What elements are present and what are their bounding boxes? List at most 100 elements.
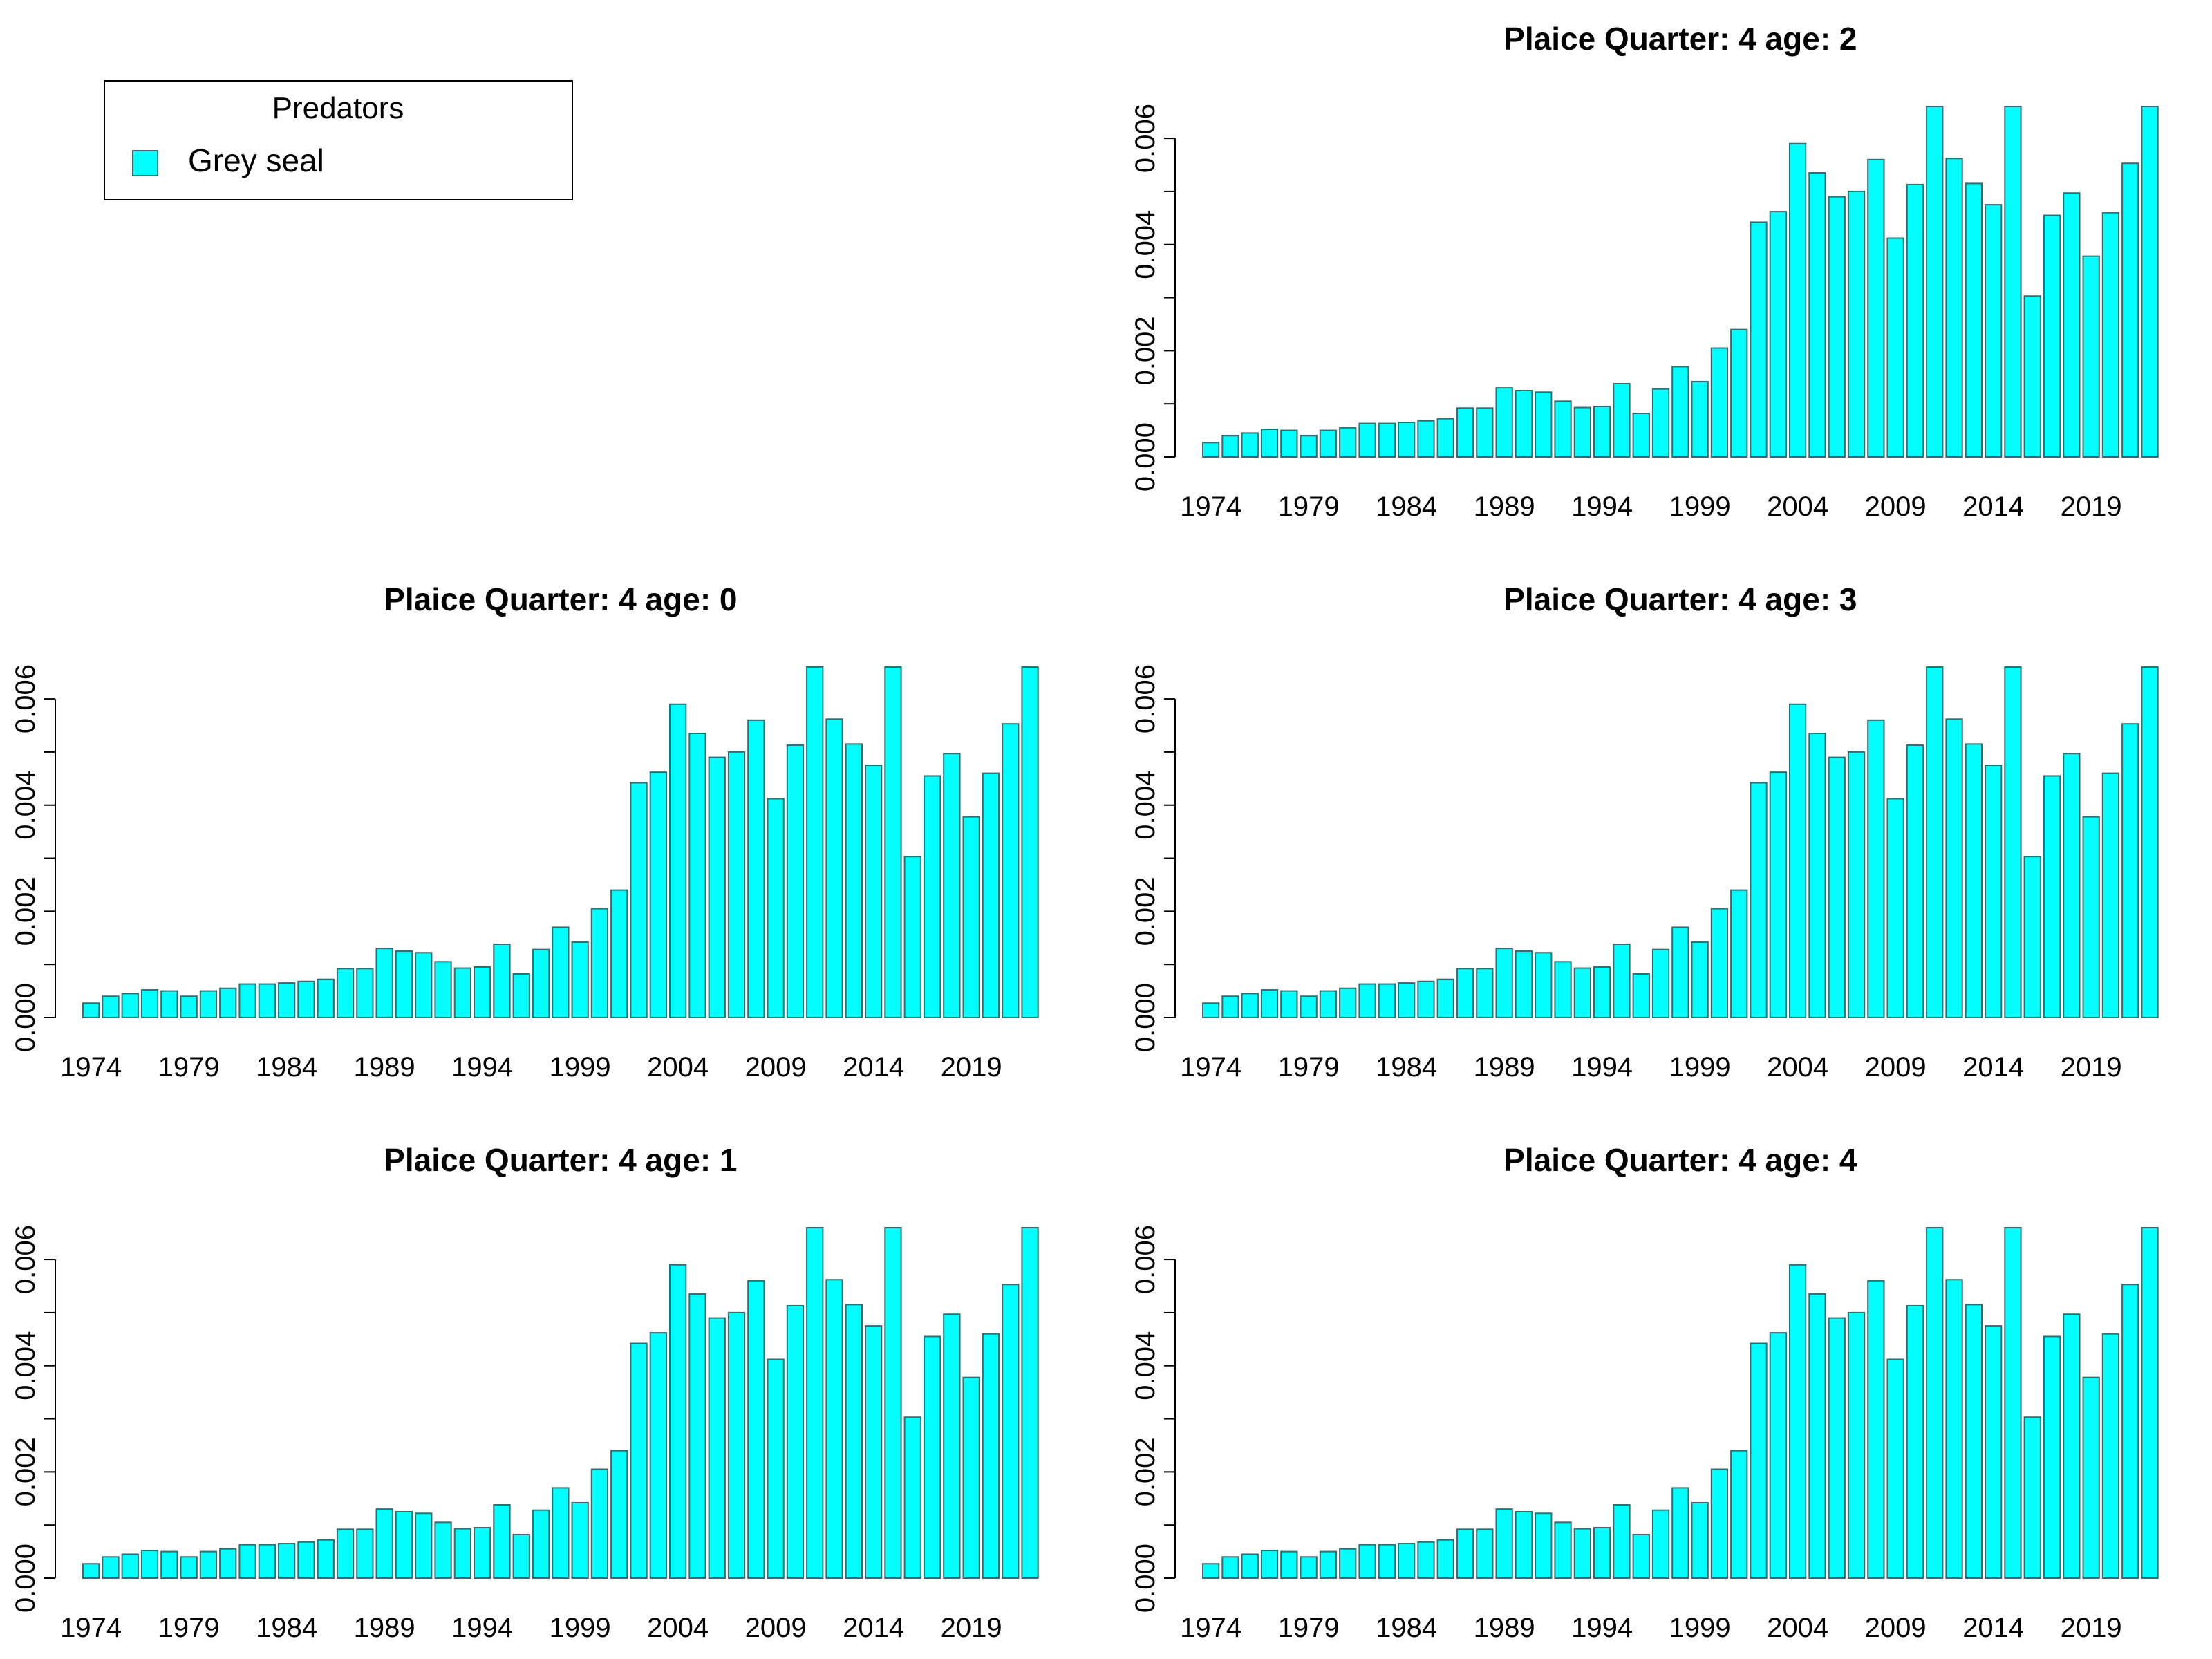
bar-2022: [2141, 666, 2159, 1018]
bar-1994: [1593, 406, 1611, 458]
bar-2011: [1926, 106, 1944, 458]
x-tick-label: 1979: [1278, 1613, 1340, 1643]
x-tick-label: 1984: [1376, 1613, 1437, 1643]
bar-1996: [1632, 413, 1650, 458]
bar-1989: [1495, 1508, 1513, 1579]
x-tick-label: 1999: [1669, 1052, 1731, 1082]
bar-1982: [238, 983, 256, 1018]
bar-1975: [102, 995, 120, 1019]
bar-1998: [1671, 926, 1689, 1019]
y-tick-label: 0.002: [1130, 1437, 1161, 1506]
y-tick-label: 0.000: [1130, 422, 1161, 491]
bar-2012: [825, 718, 843, 1019]
x-tick-label: 2009: [745, 1613, 807, 1643]
bar-2003: [1769, 771, 1787, 1018]
bar-2016: [903, 856, 921, 1018]
bar-1978: [1280, 429, 1298, 458]
bar-2013: [1965, 743, 1983, 1018]
bar-1993: [1573, 967, 1591, 1019]
chart-title: Plaice Quarter: 4 age: 3: [1503, 581, 1857, 617]
bar-2019: [962, 816, 980, 1018]
bar-1995: [1613, 382, 1631, 458]
bar-1980: [199, 1550, 218, 1580]
bar-1976: [1241, 993, 1259, 1019]
bar-2001: [1730, 1450, 1748, 1579]
bar-1978: [1280, 1550, 1298, 1580]
bar-1994: [1593, 1527, 1611, 1580]
bar-1987: [1456, 968, 1474, 1018]
x-tick-label: 2019: [2061, 491, 2122, 522]
bar-1983: [1378, 1544, 1396, 1580]
x-tick-label: 2014: [843, 1052, 904, 1082]
panel-bottom-left: Plaice Quarter: 4 age: 1 0.000 0.002 0.004 0…: [10, 1142, 1039, 1643]
x-tick-label: 1974: [1180, 491, 1241, 522]
y-tick-label: 0.006: [1130, 1225, 1161, 1294]
bar-2020: [2101, 1333, 2120, 1579]
bar-2009: [1886, 1358, 1904, 1579]
bar-1995: [493, 943, 511, 1018]
bar-1999: [571, 941, 589, 1019]
bar-1988: [356, 1528, 374, 1580]
x-tick-label: 2019: [2061, 1613, 2122, 1643]
bar-1986: [1436, 1539, 1454, 1579]
bar-1995: [1613, 1503, 1631, 1579]
bar-1978: [160, 990, 178, 1018]
chart-title: Plaice Quarter: 4 age: 2: [1503, 21, 1857, 57]
x-tick-label: 1994: [1571, 491, 1633, 522]
bar-1986: [317, 1539, 335, 1579]
legend-box: [104, 80, 573, 200]
x-tick-label: 2014: [1962, 1052, 2024, 1082]
bar-1986: [1436, 978, 1454, 1018]
bar-1982: [238, 1544, 256, 1580]
x-tick-label: 1999: [550, 1052, 611, 1082]
x-tick-label: 1989: [1474, 1613, 1535, 1643]
bar-1983: [1378, 422, 1396, 458]
panel-middle-right: Plaice Quarter: 4 age: 3 0.000 0.002 0.004 0…: [1130, 581, 2159, 1082]
bar-2014: [865, 765, 883, 1018]
bar-1992: [434, 961, 452, 1018]
bar-1984: [278, 1543, 296, 1580]
bar-1993: [453, 1528, 472, 1580]
bar-1984: [1398, 422, 1416, 458]
bar-1991: [1535, 391, 1553, 458]
bar-1996: [1632, 973, 1650, 1019]
bar-1976: [1241, 1553, 1259, 1579]
legend-label-grey-seal: Grey seal: [188, 142, 324, 178]
bar-1976: [121, 1553, 139, 1579]
chart-title: Plaice Quarter: 4 age: 1: [384, 1142, 737, 1178]
bar-2020: [2101, 212, 2120, 458]
bar-1975: [1221, 435, 1239, 458]
x-tick-label: 2004: [647, 1613, 709, 1643]
bar-1991: [415, 1512, 433, 1580]
x-tick-label: 1994: [1571, 1613, 1633, 1643]
bar-1977: [1260, 429, 1279, 458]
bar-2010: [786, 744, 805, 1019]
x-tick-label: 2004: [1767, 491, 1828, 522]
bar-1981: [219, 1548, 237, 1579]
bar-2010: [1906, 183, 1924, 458]
x-tick-label: 1974: [1180, 1052, 1241, 1082]
bar-2014: [865, 1325, 883, 1579]
bar-1993: [453, 967, 472, 1019]
bar-2011: [806, 1227, 824, 1579]
bar-2005: [1808, 172, 1826, 458]
y-tick-label: 0.004: [1130, 1331, 1161, 1400]
bar-1989: [375, 1508, 393, 1579]
bar-1983: [258, 983, 276, 1018]
bar-1984: [1398, 1543, 1416, 1580]
bar-2014: [1985, 204, 2003, 458]
y-tick-label: 0.006: [10, 1225, 41, 1294]
x-tick-label: 2019: [2061, 1052, 2122, 1082]
bar-2006: [708, 1317, 726, 1579]
bar-1996: [512, 973, 530, 1019]
bar-1988: [1476, 407, 1494, 458]
bar-1987: [336, 1528, 355, 1580]
x-tick-label: 1994: [1571, 1052, 1633, 1082]
legend-swatch-grey-seal: [132, 150, 158, 176]
x-tick-label: 1979: [158, 1613, 220, 1643]
bar-1983: [258, 1544, 276, 1580]
x-tick-label: 1999: [550, 1613, 611, 1643]
bar-1990: [395, 1510, 413, 1579]
bar-2005: [688, 1293, 706, 1580]
bar-2021: [2121, 723, 2139, 1018]
